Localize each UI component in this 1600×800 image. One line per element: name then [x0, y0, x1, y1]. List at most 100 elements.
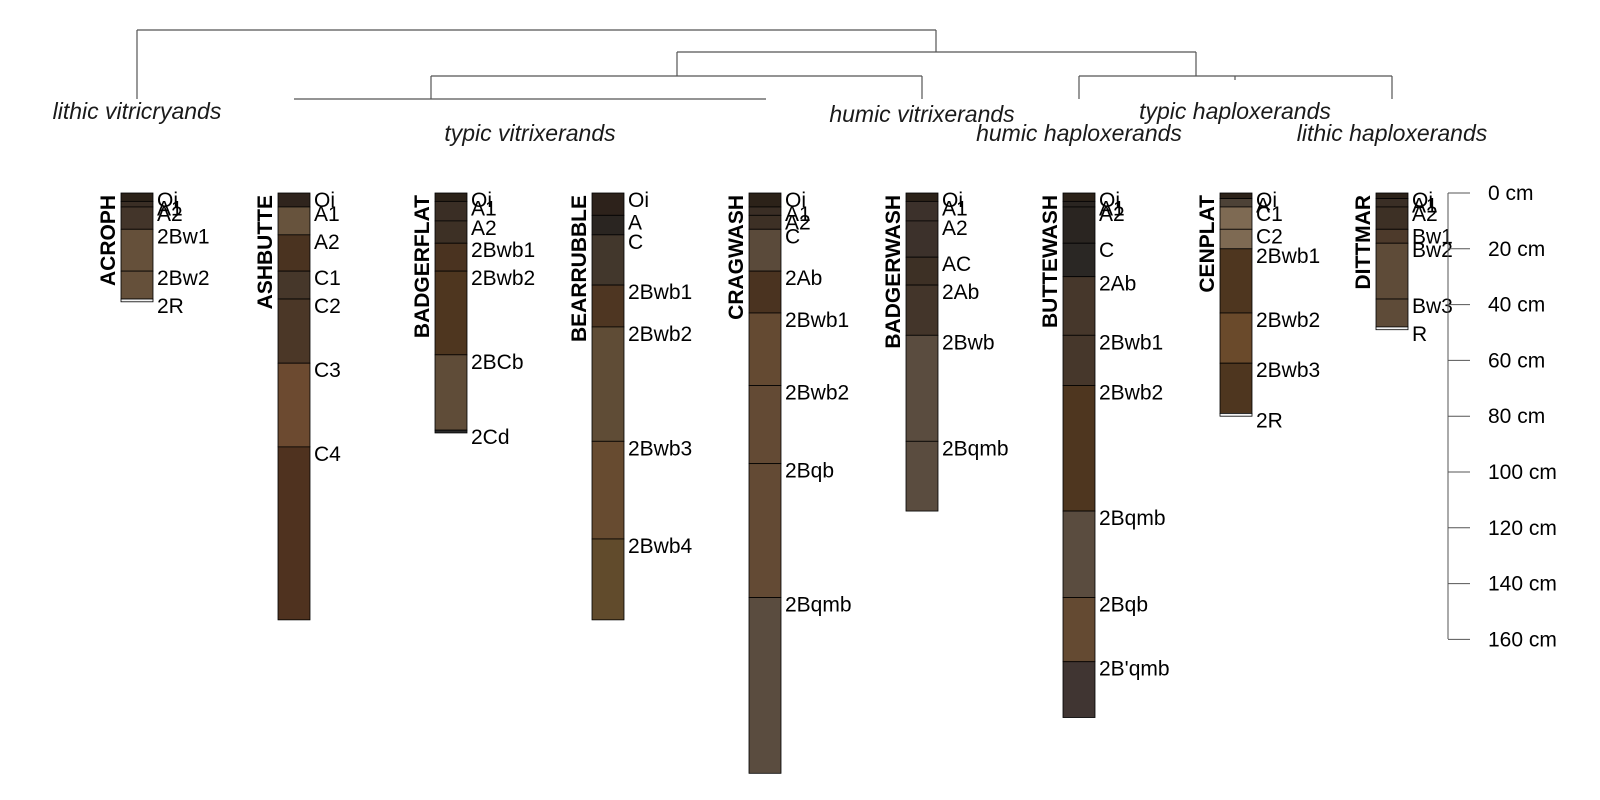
horizon-block	[120, 200, 154, 208]
dendrogram-branch-root	[136, 29, 937, 99]
horizon-label: A2	[942, 217, 968, 240]
horizon-label: 2Bwb1	[1256, 245, 1320, 268]
horizon-block	[905, 200, 939, 222]
taxon-labels: lithic vitricryands typic vitrixerands h…	[53, 98, 1488, 146]
horizon-block	[277, 234, 311, 272]
horizon-label: A1	[1412, 195, 1438, 218]
horizon-label: A1	[471, 197, 497, 220]
horizon-block	[434, 270, 468, 356]
horizon-block	[434, 200, 468, 222]
taxon-label: lithic vitricryands	[53, 98, 222, 124]
horizon-label: Bw2	[1412, 239, 1453, 262]
horizon-label: 2Bwb1	[785, 309, 849, 332]
horizon-label: C4	[314, 443, 341, 466]
horizon-block	[1219, 206, 1253, 230]
depth-tick-label: 160 cm	[1488, 628, 1557, 651]
horizon-block	[1375, 198, 1409, 208]
horizon-label: A1	[942, 197, 968, 220]
horizon-block	[434, 354, 468, 431]
horizon-label: 2Bwb2	[471, 267, 535, 290]
horizon-label: C	[785, 225, 800, 248]
horizon-block	[748, 214, 782, 230]
horizon-label: 2Bwb3	[628, 437, 692, 460]
horizon-label: 2Bqb	[1099, 594, 1148, 617]
depth-tick-label: 60 cm	[1488, 349, 1545, 372]
horizon-label: 2Bwb1	[1099, 331, 1163, 354]
depth-tick-label: 0 cm	[1488, 182, 1534, 205]
horizon-block	[120, 228, 154, 272]
horizon-label: 2BCb	[471, 351, 524, 374]
taxon-label: humic vitrixerands	[829, 101, 1015, 127]
horizon-block	[1062, 206, 1096, 244]
horizon-block	[1219, 413, 1253, 417]
horizon-block	[434, 220, 468, 244]
profile-name: BEARRUBBLE	[568, 195, 591, 342]
depth-tick-label: 80 cm	[1488, 405, 1545, 428]
horizon-block	[434, 242, 468, 272]
horizon-label: A2	[785, 211, 811, 234]
horizon-block	[748, 206, 782, 216]
horizon-label: 2Bw2	[157, 267, 210, 290]
horizon-block	[1062, 597, 1096, 663]
profile-name: CENPLAT	[1196, 195, 1219, 293]
horizon-label: C2	[314, 295, 341, 318]
depth-tick-label: 140 cm	[1488, 573, 1557, 596]
horizon-label: Oi	[628, 189, 649, 212]
horizon-label: 2R	[157, 295, 184, 318]
profile-name: DITTMAR	[1352, 195, 1375, 289]
horizon-label: Oi	[1099, 189, 1120, 212]
horizon-block	[1062, 242, 1096, 278]
taxon-label: lithic haploxerands	[1297, 120, 1488, 146]
horizon-block	[1219, 248, 1253, 314]
depth-tick-label: 20 cm	[1488, 238, 1545, 261]
horizon-block	[277, 298, 311, 364]
horizon-block	[905, 220, 939, 258]
horizon-label: 2Ab	[785, 267, 822, 290]
horizon-label: 2Bwb2	[1256, 309, 1320, 332]
horizon-block	[434, 429, 468, 434]
taxon-label: typic vitrixerands	[444, 120, 616, 146]
horizon-block	[1219, 198, 1253, 208]
horizon-block	[748, 228, 782, 272]
horizon-label: 2Bwb1	[471, 239, 535, 262]
horizon-block	[1219, 362, 1253, 414]
horizon-label: 2Bwb4	[628, 535, 693, 558]
horizon-block	[277, 270, 311, 300]
horizon-label: A2	[1099, 203, 1125, 226]
horizon-label: C1	[1256, 203, 1283, 226]
horizon-block	[1375, 326, 1409, 331]
profile-name: BUTTEWASH	[1039, 195, 1062, 328]
horizon-block	[748, 463, 782, 598]
dendrogram-branch-haploxerands	[1078, 75, 1393, 99]
horizon-label: A2	[1412, 203, 1438, 226]
horizon-label: A1	[314, 203, 340, 226]
horizon-label: C3	[314, 359, 341, 382]
depth-tick-label: 40 cm	[1488, 294, 1545, 317]
horizon-label: AC	[942, 253, 971, 276]
horizon-label: Oi	[314, 189, 335, 212]
horizon-block	[1219, 192, 1253, 199]
horizon-label: 2Ab	[942, 281, 979, 304]
horizon-block	[1375, 298, 1409, 328]
depth-tick-label: 100 cm	[1488, 461, 1557, 484]
horizon-label: C2	[1256, 225, 1283, 248]
horizon-block	[591, 214, 625, 236]
horizon-label: 2Bwb2	[628, 323, 692, 346]
horizon-block	[1219, 312, 1253, 364]
horizon-block	[1219, 228, 1253, 250]
horizon-label: 2Bwb1	[628, 281, 692, 304]
horizon-block	[1062, 510, 1096, 598]
horizon-label: A1	[1099, 197, 1125, 220]
horizon-label: A2	[314, 231, 340, 254]
horizon-label: 2Bqb	[785, 460, 834, 483]
horizon-block	[1062, 192, 1096, 202]
horizon-label: Bw1	[1412, 225, 1453, 248]
